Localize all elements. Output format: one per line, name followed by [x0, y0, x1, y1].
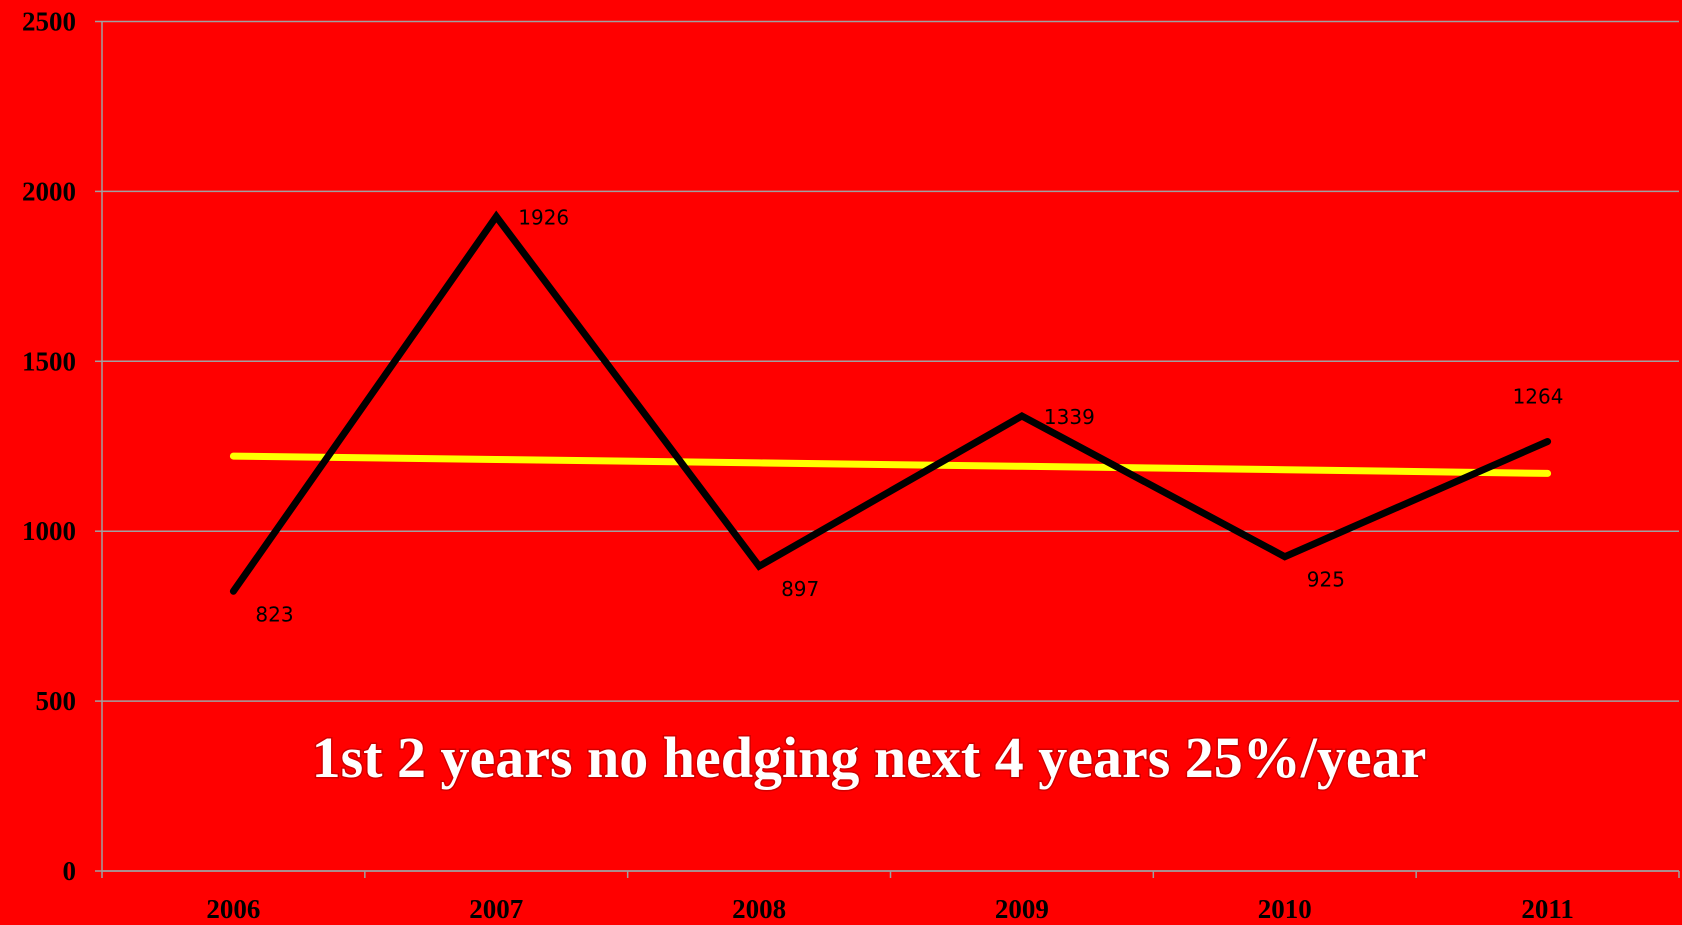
data-label: 1339 — [1044, 405, 1095, 429]
x-tick-label: 2008 — [732, 894, 786, 924]
data-label: 1264 — [1513, 384, 1564, 408]
series-line — [229, 452, 1552, 477]
y-tick-label: 1500 — [22, 346, 76, 376]
y-tick-label: 1000 — [22, 516, 76, 546]
y-tick-label: 2500 — [22, 7, 76, 37]
annotation: 1st 2 years no hedging next 4 years 25%/… — [312, 725, 1427, 790]
data-label: 823 — [255, 602, 293, 626]
data-label: 897 — [781, 577, 819, 601]
data-label: 925 — [1307, 568, 1345, 592]
x-tick-label: 2011 — [1521, 894, 1574, 924]
x-tick-label: 2007 — [469, 894, 523, 924]
data-label: 1926 — [518, 206, 569, 230]
y-tick-label: 2000 — [22, 176, 76, 206]
x-tick-label: 2006 — [206, 894, 260, 924]
series-line — [229, 210, 1552, 595]
y-tick-label: 0 — [63, 856, 77, 886]
x-tick-label: 2009 — [995, 894, 1049, 924]
x-tick-label: 2010 — [1258, 894, 1312, 924]
y-tick-label: 500 — [36, 686, 77, 716]
